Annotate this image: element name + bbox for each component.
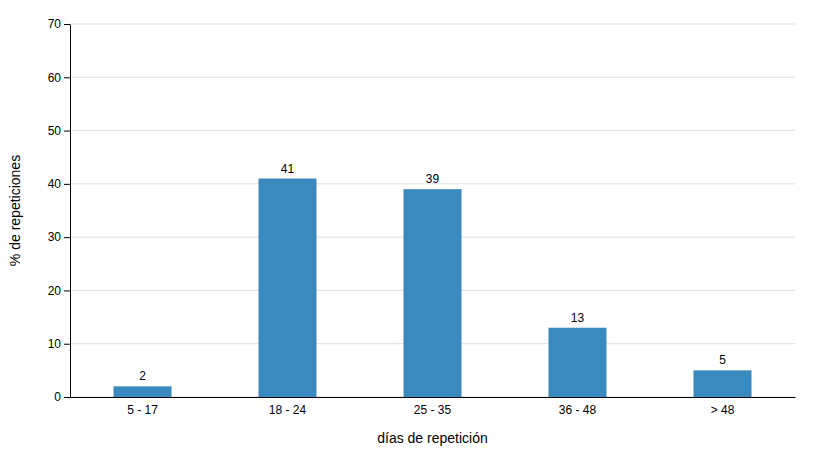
y-tick: 0 [54,390,70,404]
y-tick-mark [64,131,70,132]
y-axis: 0 10 20 30 40 50 60 70 [48,17,71,404]
y-tick-mark [64,24,70,25]
grid [70,24,795,397]
y-axis-line [70,25,71,398]
y-tick-mark [64,290,70,291]
x-tick-label: 18 - 24 [269,403,307,417]
x-tick-label: 36 - 48 [559,403,597,417]
x-axis-title: días de repetición [377,430,488,446]
y-tick-label: 20 [48,284,62,298]
grid-line [70,77,795,78]
data-label: 39 [426,172,440,186]
x-tick-label: > 48 [711,403,735,417]
y-tick: 70 [48,17,70,31]
x-axis-line [71,397,796,398]
y-tick: 50 [48,124,70,138]
y-tick: 20 [48,284,70,298]
x-tick: > 48 [711,403,735,417]
bar [404,189,462,397]
x-tick: 5 - 17 [127,403,158,417]
x-tick: 36 - 48 [559,403,597,417]
y-tick: 30 [48,230,70,244]
x-tick-label: 25 - 35 [414,403,452,417]
bar [549,328,607,397]
x-tick: 18 - 24 [269,403,307,417]
grid-line [70,130,795,131]
chart-svg: 2 41 39 13 5 5 - 17 18 - 24 25 - 35 36 - 48 > 48 0… [0,0,819,459]
data-labels: 2 41 39 13 5 [139,162,726,384]
y-axis-title: % de repeticiones [7,155,23,266]
data-label: 13 [571,311,585,325]
bar [694,370,752,397]
y-tick-label: 70 [48,17,62,31]
plot-area: 2 41 39 13 5 5 - 17 18 - 24 25 - 35 36 - 48 > 48 0… [48,17,796,416]
chart-container: 2 41 39 13 5 5 - 17 18 - 24 25 - 35 36 - 48 > 48 0… [0,0,819,459]
bar [114,386,172,397]
y-tick-label: 50 [48,124,62,138]
y-tick: 60 [48,71,70,85]
data-label: 41 [281,162,295,176]
y-tick-label: 60 [48,71,62,85]
y-tick-mark [64,77,70,78]
bar [259,179,317,397]
y-tick-label: 40 [48,177,62,191]
y-tick: 40 [48,177,70,191]
y-tick-label: 10 [48,337,62,351]
grid-line [70,24,795,25]
x-tick: 25 - 35 [414,403,452,417]
y-tick-label: 30 [48,230,62,244]
y-tick-mark [64,344,70,345]
data-label: 5 [719,353,726,367]
y-tick-mark [64,397,70,398]
x-tick-label: 5 - 17 [127,403,158,417]
y-tick-label: 0 [54,390,61,404]
y-tick-mark [64,237,70,238]
y-tick: 10 [48,337,70,351]
y-tick-mark [64,184,70,185]
data-label: 2 [139,369,146,383]
bars [114,179,752,397]
x-axis: 5 - 17 18 - 24 25 - 35 36 - 48 > 48 [71,398,796,417]
